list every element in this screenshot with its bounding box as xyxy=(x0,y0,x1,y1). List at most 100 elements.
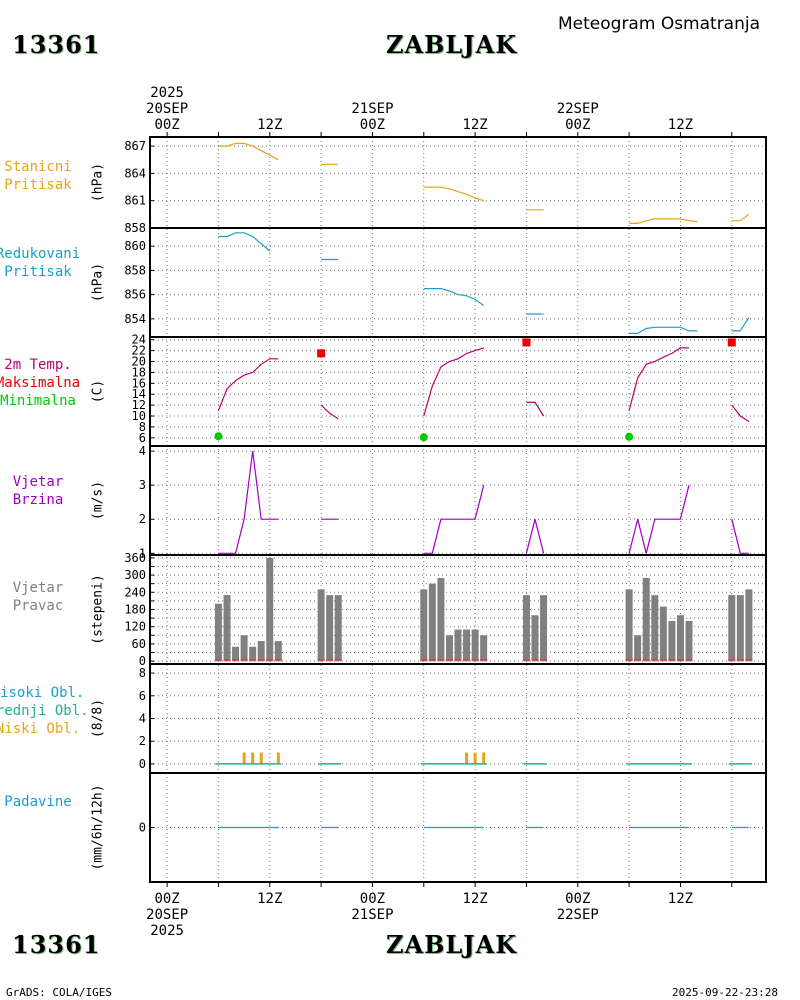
bar xyxy=(465,752,469,764)
bar-base xyxy=(522,659,530,662)
series-line xyxy=(218,451,279,554)
bar xyxy=(428,583,436,662)
bar xyxy=(257,641,265,662)
series-line xyxy=(731,404,750,423)
bar xyxy=(420,589,428,662)
panel-title: 2m Temp. xyxy=(4,357,71,373)
y-tick-label: 860 xyxy=(124,239,146,253)
y-tick-label: 8 xyxy=(139,666,146,680)
series-line xyxy=(423,347,484,417)
time-label-top: 2025 xyxy=(150,85,184,101)
bar xyxy=(736,595,744,662)
station-id: 13361 xyxy=(12,30,101,59)
bar-base xyxy=(240,659,248,662)
bar xyxy=(317,589,325,662)
series-line xyxy=(731,519,749,554)
time-label-top: 00Z xyxy=(154,117,179,133)
series-line xyxy=(525,519,545,554)
bar xyxy=(745,589,753,662)
y-tick-label: 16 xyxy=(132,376,146,390)
series-line xyxy=(731,317,750,332)
station-name: ZABLJAK xyxy=(386,30,518,59)
panel-title: Vjetar xyxy=(13,580,64,596)
y-tick-label: 1 xyxy=(139,546,146,560)
series-line xyxy=(526,401,545,417)
time-label-bottom: 2025 xyxy=(150,923,184,939)
bar-base xyxy=(676,659,684,662)
series-line xyxy=(731,213,750,222)
time-label-bottom: 12Z xyxy=(668,891,693,907)
series-line xyxy=(218,232,271,252)
time-label-top: 20SEP xyxy=(146,101,188,117)
bar-base xyxy=(428,659,436,662)
panel-frame xyxy=(149,772,767,883)
bar-base xyxy=(531,659,539,662)
bar xyxy=(251,752,255,764)
bar xyxy=(668,620,676,662)
min-temp-marker xyxy=(214,432,223,441)
panel-title: Minimalna xyxy=(0,393,76,409)
time-label-bottom: 00Z xyxy=(565,891,590,907)
bar xyxy=(642,577,650,662)
bar-base xyxy=(685,659,693,662)
time-label-bottom: 12Z xyxy=(257,891,282,907)
max-temp-marker xyxy=(522,338,531,347)
y-tick-label: 867 xyxy=(124,139,146,153)
time-label-top: 00Z xyxy=(565,117,590,133)
footer-station-id: 13361 xyxy=(12,930,101,959)
series-line xyxy=(423,288,485,306)
min-temp-marker xyxy=(419,433,428,442)
panel-frame xyxy=(149,227,767,338)
panel-title: Maksimalna xyxy=(0,375,80,391)
footer-credit: GrADS: COLA/IGES xyxy=(6,986,112,999)
bar xyxy=(223,595,231,662)
time-label-bottom: 00Z xyxy=(154,891,179,907)
bar xyxy=(326,595,334,662)
panel-title: Pritisak xyxy=(4,177,72,193)
bar xyxy=(334,595,342,662)
bar-base xyxy=(540,659,548,662)
bar xyxy=(625,589,633,662)
y-tick-label: 856 xyxy=(124,288,146,302)
y-tick-label: 864 xyxy=(124,166,146,180)
panel-frame xyxy=(149,136,767,229)
bar-base xyxy=(454,659,462,662)
bar xyxy=(471,629,479,662)
bar xyxy=(482,752,486,764)
time-label-bottom: 00Z xyxy=(360,891,385,907)
y-tick-label: 240 xyxy=(124,585,146,599)
time-label-top: 21SEP xyxy=(351,101,393,117)
y-tick-label: 300 xyxy=(124,568,146,582)
bar-base xyxy=(471,659,479,662)
bar-base xyxy=(437,659,445,662)
y-tick-label: 8 xyxy=(139,420,146,434)
y-tick-label: 858 xyxy=(124,263,146,277)
bar xyxy=(276,752,280,764)
y-tick-label: 24 xyxy=(132,333,146,347)
bar xyxy=(463,629,471,662)
panel-frame xyxy=(149,445,767,556)
y-tick-label: 6 xyxy=(139,431,146,445)
panel-title: Vjetar xyxy=(13,474,64,490)
bar xyxy=(266,557,274,662)
time-label-top: 00Z xyxy=(360,117,385,133)
bar-base xyxy=(420,659,428,662)
series-line xyxy=(628,485,690,554)
bar-base xyxy=(659,659,667,662)
bar-base xyxy=(668,659,676,662)
bar-base xyxy=(249,659,257,662)
time-label-top: 22SEP xyxy=(557,101,599,117)
panel-title: Pritisak xyxy=(4,264,72,280)
y-tick-label: 10 xyxy=(132,409,146,423)
series-line xyxy=(218,142,279,161)
y-tick-label: 0 xyxy=(139,821,146,835)
bar xyxy=(249,646,257,662)
bar xyxy=(522,595,530,662)
bar xyxy=(240,635,248,662)
bar xyxy=(274,641,282,662)
series-line xyxy=(628,347,689,411)
panel-title: Pravac xyxy=(13,598,64,614)
panel-title: Brzina xyxy=(13,492,64,508)
y-tick-label: 4 xyxy=(139,712,146,726)
bar xyxy=(634,635,642,662)
